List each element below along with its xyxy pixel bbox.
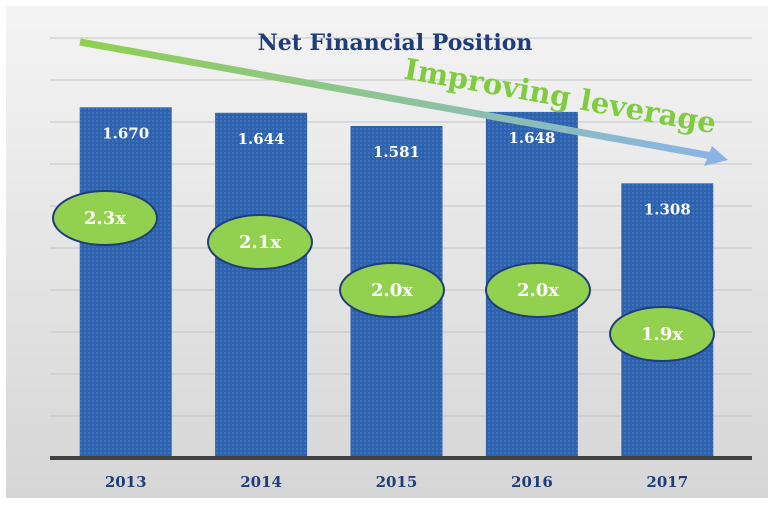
x-tick-label: 2015 [376,473,418,491]
multiple-label: 2.3x [84,208,126,229]
value-label: 1.644 [238,130,285,148]
x-tick-label: 2016 [511,473,553,491]
multiple-badge [609,306,715,362]
multiple-badge [339,262,445,318]
value-label: 1.648 [508,129,555,147]
bar [79,107,172,459]
chart-title: Net Financial Position [258,30,533,56]
multiple-badge [52,190,158,246]
value-label: 1.670 [102,124,149,142]
multiple-label: 2.1x [239,232,281,253]
multiple-label: 2.0x [517,280,559,301]
multiple-label: 1.9x [641,324,683,345]
bar [215,112,308,458]
value-label: 1.581 [373,143,420,161]
value-label: 1.308 [644,200,691,218]
multiple-badge [485,262,591,318]
trend-arrow [79,38,713,160]
multiple-badge [207,214,313,270]
x-tick-label: 2017 [646,473,688,491]
x-tick-label: 2014 [240,473,282,491]
multiple-label: 2.0x [371,280,413,301]
x-tick-label: 2013 [105,473,147,491]
arrow-head [704,146,728,166]
